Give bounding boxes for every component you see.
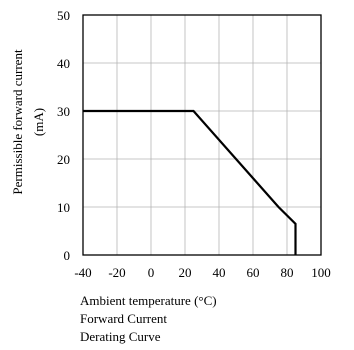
x-tick-labels: -40 -20 0 20 40 60 80 100 xyxy=(74,265,330,280)
y-tick-label: 50 xyxy=(57,8,70,23)
y-tick-labels: 0 10 20 30 40 50 xyxy=(57,8,70,263)
chart-caption-line1: Forward Current xyxy=(80,311,167,326)
x-tick-label: 0 xyxy=(148,265,155,280)
x-tick-label: 100 xyxy=(311,265,331,280)
x-tick-label: 40 xyxy=(213,265,226,280)
series-layer xyxy=(83,109,297,255)
grid xyxy=(83,15,321,255)
y-tick-label: 20 xyxy=(57,152,70,167)
derating-curve-line xyxy=(83,109,297,255)
x-axis-title: Ambient temperature (°C) xyxy=(80,293,217,308)
chart-caption-line2: Derating Curve xyxy=(80,329,161,344)
y-tick-label: 10 xyxy=(57,200,70,215)
x-tick-label: -40 xyxy=(74,265,91,280)
y-tick-label: 0 xyxy=(64,248,71,263)
x-tick-label: 20 xyxy=(179,265,192,280)
plot-frame xyxy=(82,14,322,256)
y-tick-label: 30 xyxy=(57,104,70,119)
x-tick-label: 60 xyxy=(247,265,260,280)
y-tick-label: 40 xyxy=(57,56,70,71)
y-axis-title-line2: (mA) xyxy=(31,108,46,136)
x-tick-label: 80 xyxy=(281,265,294,280)
y-axis-title-line1: Permissible forward current xyxy=(10,49,25,195)
x-tick-label: -20 xyxy=(108,265,125,280)
